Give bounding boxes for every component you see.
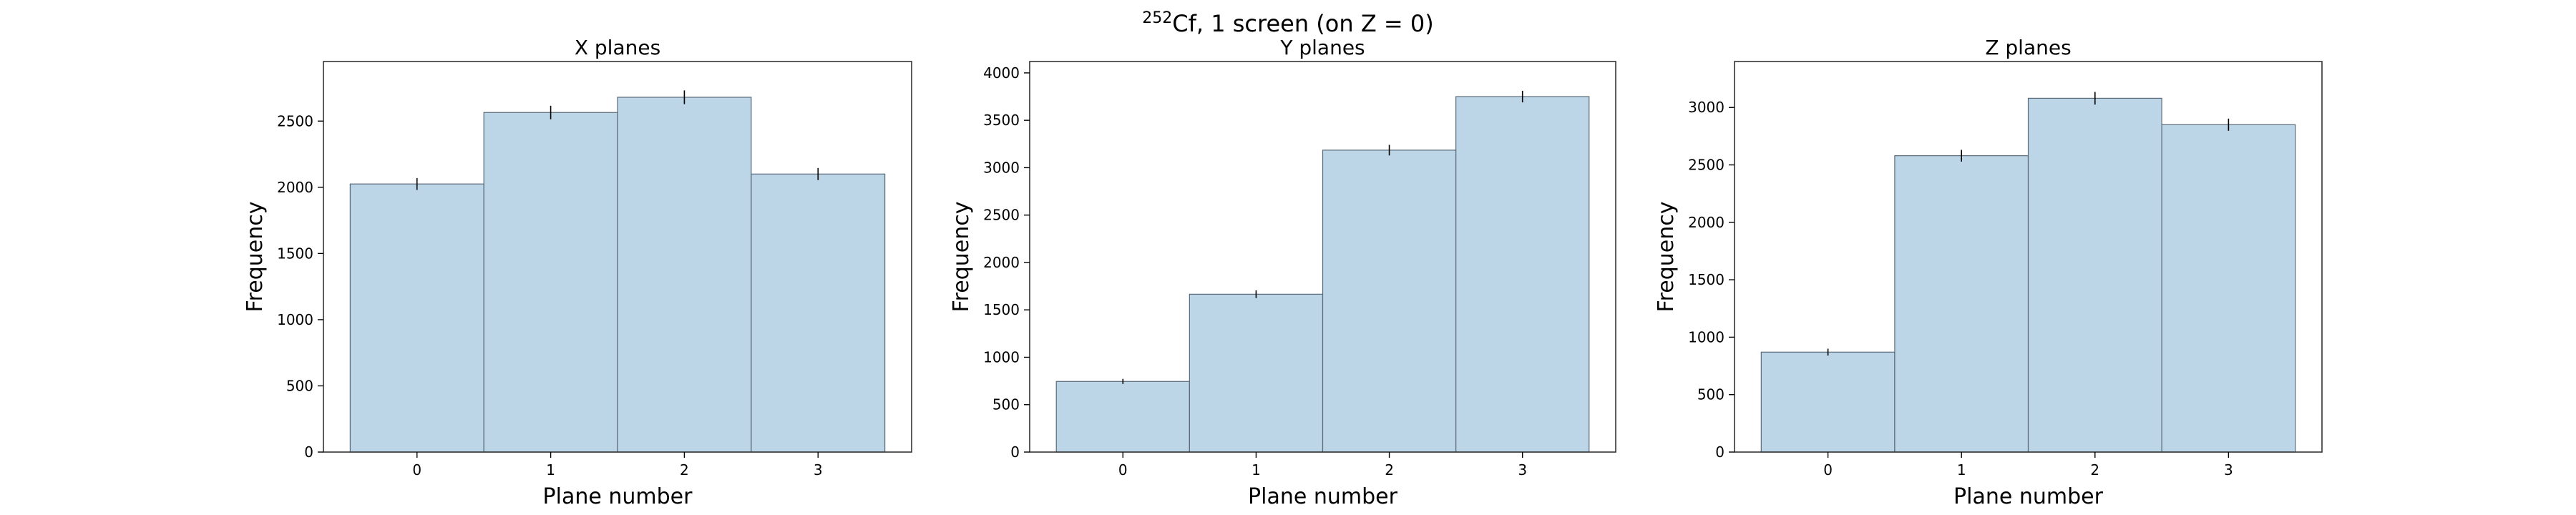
y-axis-label: Frequency	[949, 202, 974, 313]
x-tick-label: 3	[1518, 461, 1527, 479]
y-tick-label: 2500	[1688, 157, 1724, 174]
y-tick-label: 1000	[277, 311, 313, 328]
y-tick-label: 2000	[1688, 214, 1724, 231]
bar-3	[751, 173, 886, 453]
y-tick-label: 0	[1010, 443, 1020, 461]
y-tick-label: 500	[1697, 386, 1724, 403]
bar-2	[2027, 97, 2162, 453]
y-axis-label: Frequency	[243, 202, 268, 313]
y-tick-label: 0	[1715, 443, 1724, 461]
x-tick-label: 3	[814, 461, 823, 479]
subplot-1: 0 500 1000 1500 2000 2500 3000 3500 4000 0 1 2 3 Y pl…	[949, 36, 1616, 509]
bar-1	[483, 112, 618, 453]
y-tick-label: 500	[992, 396, 1020, 413]
y-axis-label: Frequency	[1654, 202, 1679, 313]
bar-0	[349, 183, 484, 453]
subplot-2: 0 500 1000 1500 2000 2500 3000 0 1 2 3 Z planes Plan…	[1654, 36, 2323, 509]
y-tick-label: 3000	[983, 159, 1020, 176]
x-tick-label: 2	[1385, 461, 1394, 479]
bar-2	[617, 97, 752, 453]
x-axis-label: Plane number	[543, 484, 693, 509]
x-tick-label: 0	[412, 461, 421, 479]
y-tick-label: 2000	[983, 254, 1020, 271]
y-tick-label: 2000	[277, 179, 313, 196]
bar-1	[1189, 293, 1324, 453]
bar-2	[1322, 149, 1457, 453]
x-tick-label: 3	[2224, 461, 2233, 479]
y-tick-label: 1500	[983, 301, 1020, 318]
bar-3	[2161, 124, 2296, 453]
subplot-title: X planes	[575, 36, 660, 59]
y-tick-label: 0	[304, 443, 313, 461]
subplot-title: Y planes	[1279, 36, 1365, 59]
subplot-0: 0 500 1000 1500 2000 2500 0 1 2 3 X planes Plane nu…	[243, 36, 912, 509]
bar-0	[1760, 351, 1896, 453]
x-tick-label: 1	[1252, 461, 1261, 479]
x-tick-label: 0	[1118, 461, 1128, 479]
y-tick-label: 2500	[277, 112, 313, 129]
suptitle-superscript: 252	[1142, 9, 1172, 27]
x-tick-label: 1	[1957, 461, 1966, 479]
bar-3	[1455, 96, 1590, 453]
y-tick-label: 1000	[983, 348, 1020, 366]
x-tick-label: 2	[680, 461, 689, 479]
bar-1	[1894, 155, 2029, 453]
x-tick-label: 0	[1823, 461, 1833, 479]
subplot-title: Z planes	[1985, 36, 2071, 59]
x-tick-label: 2	[2090, 461, 2099, 479]
y-tick-label: 500	[286, 377, 313, 394]
y-tick-label: 1500	[1688, 271, 1724, 288]
axes-frame	[1734, 61, 2323, 453]
y-tick-label: 2500	[983, 207, 1020, 224]
y-tick-label: 3500	[983, 112, 1020, 129]
x-axis-label: Plane number	[1953, 484, 2104, 509]
x-axis-label: Plane number	[1248, 484, 1398, 509]
axes-frame	[1029, 61, 1616, 453]
axes-frame	[323, 61, 912, 453]
y-tick-label: 3000	[1688, 99, 1724, 116]
figure-suptitle: 252Cf, 1 screen (on Z = 0)	[1142, 9, 1433, 37]
y-tick-label: 1000	[1688, 328, 1724, 345]
y-tick-label: 1500	[277, 245, 313, 262]
y-tick-label: 4000	[983, 64, 1020, 82]
x-tick-label: 1	[546, 461, 555, 479]
suptitle-main: Cf, 1 screen (on Z = 0)	[1172, 10, 1433, 37]
bar-0	[1055, 381, 1190, 453]
